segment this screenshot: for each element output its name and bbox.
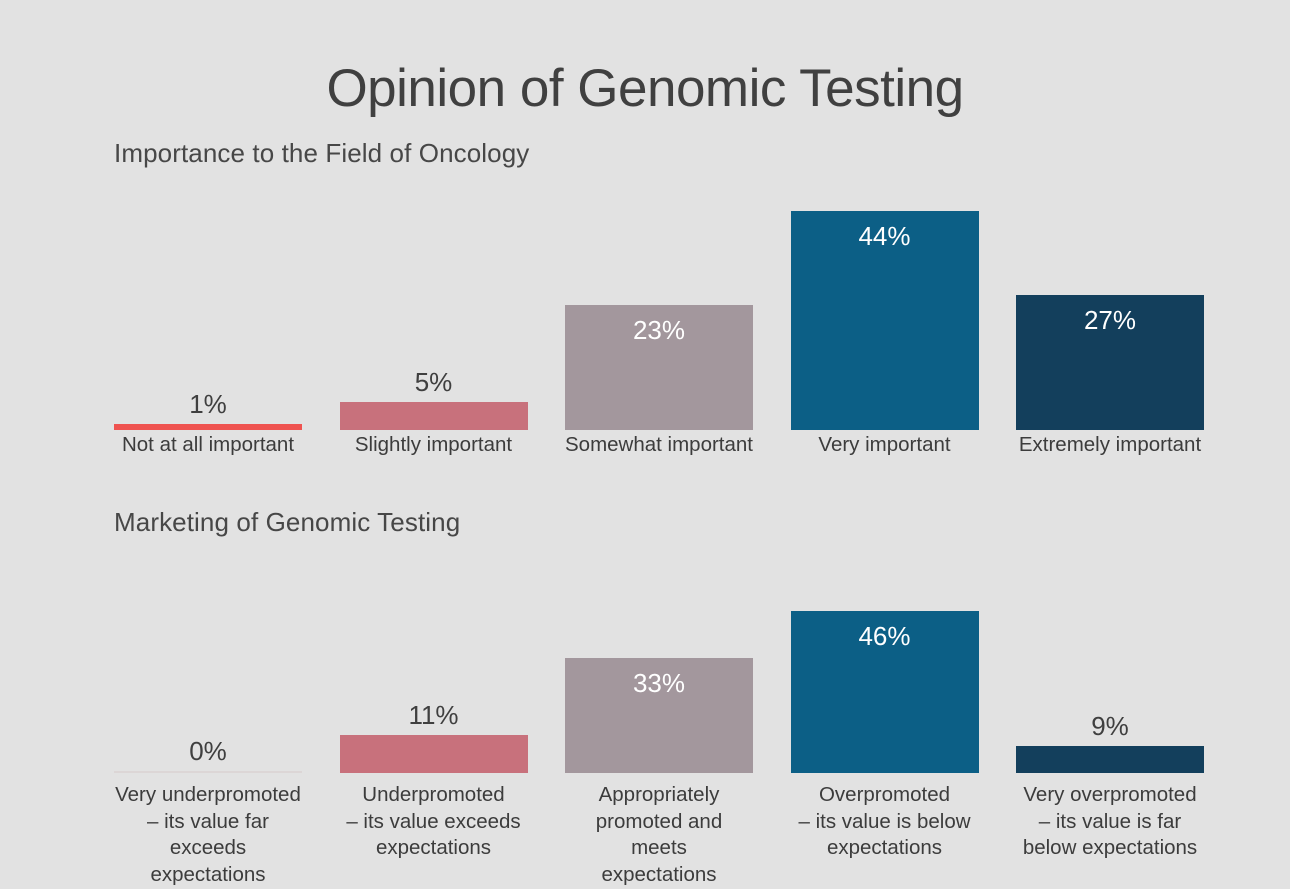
bar-rect — [339, 735, 528, 773]
bar-value-label: 9% — [1091, 711, 1129, 741]
bar-value-label: 11% — [408, 700, 459, 730]
section-heading-marketing: Marketing of Genomic Testing — [114, 507, 461, 537]
bar-column-appropriately-promoted: 33% — [565, 588, 753, 773]
bar-rect: 27% — [1016, 295, 1204, 430]
bar-value-label: 5% — [414, 367, 453, 397]
bar-rect — [339, 402, 528, 430]
axis-label-line: Overpromoted — [818, 783, 951, 806]
axis-label: Somewhat important — [565, 432, 753, 458]
bar-value-label: 44% — [858, 221, 911, 251]
bar-value-label: 33% — [632, 668, 686, 698]
bar-column-overpromoted: 46% — [790, 588, 979, 773]
bar-rect — [1016, 746, 1204, 773]
axis-label-line: Underpromoted — [362, 783, 505, 806]
axis-label-line: Somewhat important — [565, 433, 754, 456]
axis-label: Extremely important — [1016, 432, 1204, 458]
bar-column-underpromoted: 11% — [339, 588, 528, 773]
axis-label-line: Not at all important — [121, 433, 295, 456]
axis-label-line: – its value exceeds — [346, 809, 521, 833]
axis-label-line: Very underpromoted — [115, 783, 301, 806]
bar-rect: 33% — [565, 658, 753, 773]
axis-label-line: – its value far exceeds — [147, 809, 269, 860]
bar-chart-importance: 1% 5% 23% 44% 27% — [114, 190, 1204, 430]
axis-label: Overpromoted – its value is below expect… — [791, 782, 979, 889]
bar-column-not-at-all-important: 1% — [114, 190, 302, 430]
bar-rect — [114, 771, 302, 773]
axis-label-line: Very important — [818, 433, 951, 456]
axis-label: Very underpromoted – its value far excee… — [114, 782, 302, 889]
bar-rect — [114, 424, 302, 430]
bar-column-somewhat-important: 23% — [565, 190, 753, 430]
bar-value-label: 27% — [1083, 305, 1137, 335]
axis-label: Underpromoted – its value exceeds expect… — [340, 782, 528, 889]
axis-label-line: expectations — [150, 862, 266, 886]
axis-label: Not at all important — [114, 432, 302, 458]
section-heading-importance: Importance to the Field of Oncology — [114, 138, 530, 168]
axis-label-line: Slightly important — [354, 433, 513, 456]
axis-label: Very overpromoted – its value is far bel… — [1016, 782, 1204, 889]
bar-rect: 46% — [790, 611, 979, 773]
axis-label: Very important — [791, 432, 979, 458]
axis-label-line: promoted and meets — [595, 809, 723, 860]
bar-column-very-important: 44% — [790, 190, 979, 430]
axis-label-line: expectations — [601, 862, 717, 886]
axis-label: Appropriately promoted and meets expecta… — [565, 782, 753, 889]
axis-label-line: expectations — [375, 836, 492, 860]
bar-value-label: 46% — [858, 621, 911, 651]
axis-labels-marketing: Very underpromoted – its value far excee… — [114, 782, 1204, 889]
axis-label-line: Extremely important — [1018, 433, 1202, 456]
bar-column-extremely-important: 27% — [1016, 190, 1204, 430]
axis-label-line: – its value is below — [798, 809, 971, 833]
axis-label-line: Appropriately — [598, 783, 720, 806]
bar-value-label: 1% — [189, 389, 227, 419]
axis-label: Slightly important — [340, 432, 528, 458]
bar-rect: 44% — [790, 211, 979, 430]
axis-label-line: – its value is far — [1038, 809, 1182, 833]
bar-value-label: 0% — [189, 736, 227, 766]
axis-labels-importance: Not at all important Slightly important … — [114, 432, 1204, 458]
bar-column-very-overpromoted: 9% — [1016, 588, 1204, 773]
bar-value-label: 23% — [632, 315, 686, 345]
axis-label-line: below expectations — [1022, 836, 1198, 860]
bar-column-slightly-important: 5% — [339, 190, 528, 430]
page-title: Opinion of Genomic Testing — [326, 58, 964, 118]
axis-label-line: expectations — [826, 836, 943, 860]
bar-column-very-underpromoted: 0% — [114, 588, 302, 773]
axis-label-line: Very overpromoted — [1023, 783, 1197, 806]
bar-rect: 23% — [565, 305, 753, 430]
bar-chart-marketing: 0% 11% 33% 46% 9% — [114, 588, 1204, 773]
